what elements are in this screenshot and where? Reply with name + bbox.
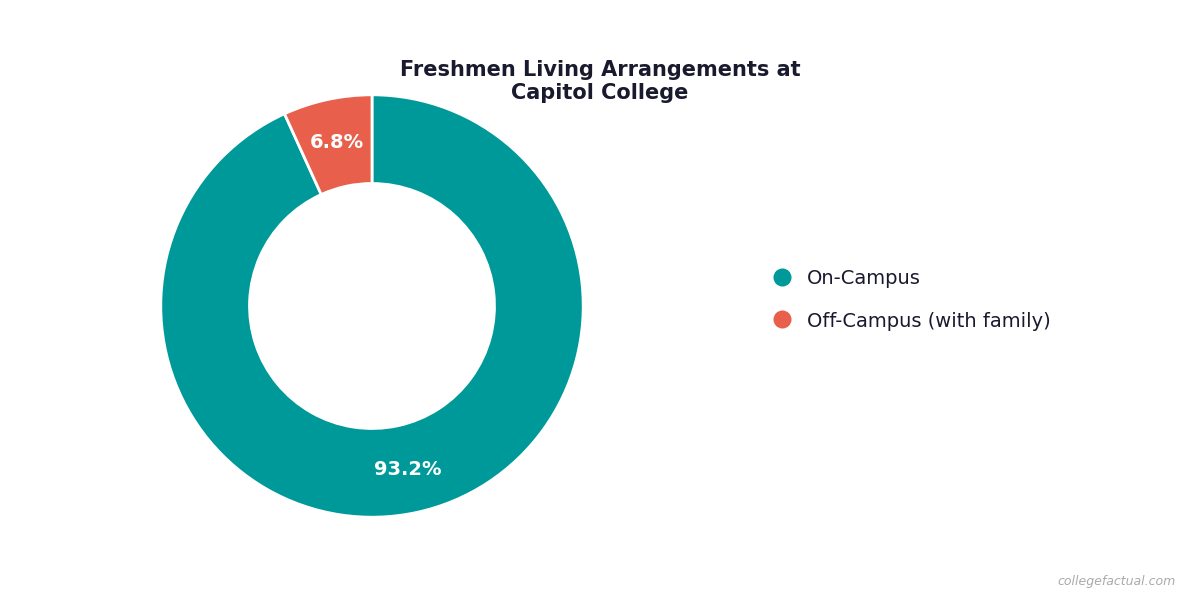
- Text: 93.2%: 93.2%: [373, 460, 442, 479]
- Text: collegefactual.com: collegefactual.com: [1057, 575, 1176, 588]
- Wedge shape: [284, 95, 372, 194]
- Text: 6.8%: 6.8%: [310, 133, 364, 152]
- Legend: On-Campus, Off-Campus (with family): On-Campus, Off-Campus (with family): [752, 250, 1070, 350]
- Wedge shape: [161, 95, 583, 517]
- Text: Freshmen Living Arrangements at
Capitol College: Freshmen Living Arrangements at Capitol …: [400, 60, 800, 103]
